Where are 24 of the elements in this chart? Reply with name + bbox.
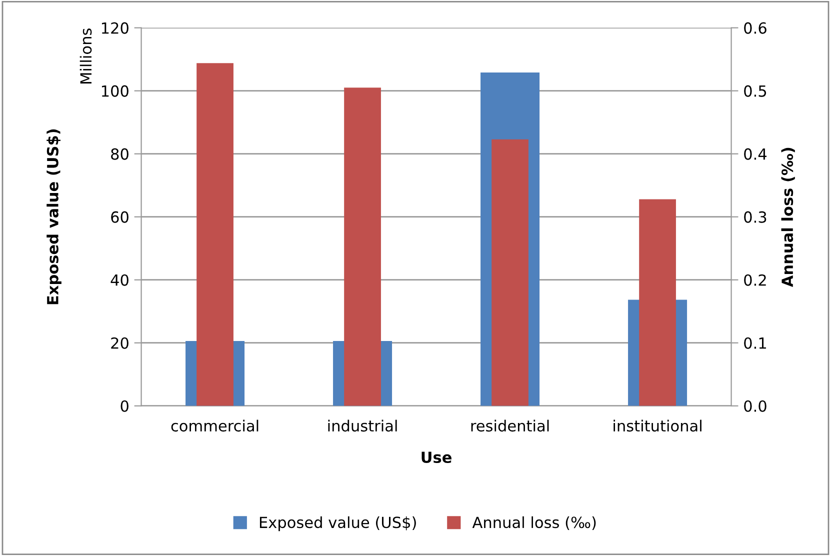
y-tick-label: 0: [120, 400, 128, 412]
x-tick-label: residential: [471, 420, 549, 432]
y-tick-label: 80: [111, 148, 128, 160]
y2-tick-label: 0.5: [744, 85, 766, 97]
x-tick-label: institutional: [614, 420, 702, 432]
y2-tick-label: 0.1: [744, 337, 766, 349]
y-axis-title: Exposed value (US$): [46, 129, 62, 304]
y2-tick-label: 0.2: [744, 274, 766, 286]
y2-tick-label: 0.0: [744, 400, 766, 412]
x-tick-label: commercial: [171, 420, 258, 432]
y2-tick-label: 0.3: [744, 211, 766, 223]
y-tick-label: 20: [111, 337, 128, 349]
y-tick-label: 120: [102, 22, 128, 34]
legend-label: Exposed value (US$): [260, 516, 416, 532]
legend-label: Annual loss (‰): [472, 516, 596, 530]
y-tick-label: 60: [111, 211, 128, 223]
y-tick-label: 40: [110, 274, 128, 286]
y2-tick-label: 0.6: [744, 22, 766, 34]
x-axis-title: Use: [422, 452, 452, 464]
y2-axis-title: Annual loss (‰): [781, 148, 795, 288]
y-tick-label: 100: [102, 85, 128, 97]
x-tick-label: industrial: [328, 420, 397, 432]
y2-tick-label: 0.4: [744, 148, 767, 160]
text: Millions: [80, 28, 92, 84]
